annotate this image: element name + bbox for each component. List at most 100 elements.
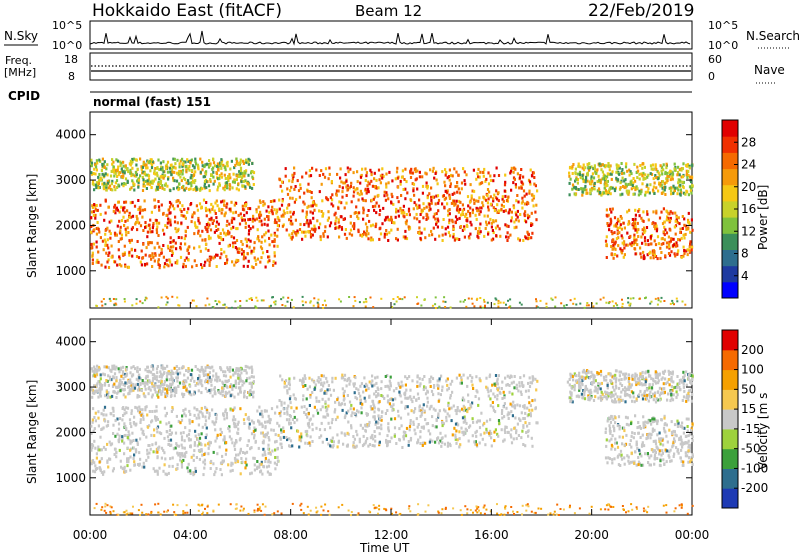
velocity-cell	[418, 397, 420, 400]
power-cell	[614, 216, 616, 219]
velocity-cell	[248, 416, 250, 419]
velocity-cell	[353, 441, 355, 444]
power-cell	[682, 227, 684, 230]
velocity-cell	[189, 413, 191, 416]
power-cell	[458, 174, 460, 177]
power-cell	[160, 182, 162, 185]
velocity-cell	[290, 426, 292, 429]
power-cell	[479, 223, 481, 226]
power-cell	[454, 185, 456, 188]
power-cell	[636, 243, 638, 246]
power-cell	[184, 243, 186, 246]
velocity-cell	[311, 391, 313, 394]
velocity-cell	[344, 403, 346, 406]
velocity-cell	[244, 452, 246, 455]
power-cell	[624, 253, 626, 256]
velocity-cell	[513, 381, 515, 384]
power-cell	[315, 204, 317, 207]
power-cell	[666, 163, 668, 166]
power-cell	[477, 200, 479, 203]
power-cell	[421, 209, 423, 212]
velocity-cell	[254, 429, 256, 432]
velocity-cell	[361, 411, 363, 414]
power-cell	[598, 175, 600, 178]
velocity-cell	[246, 451, 248, 454]
velocity-cell	[387, 422, 389, 425]
power-cell	[226, 258, 228, 261]
power-cell	[433, 177, 435, 180]
power-cell	[662, 168, 664, 171]
velocity-cell	[123, 452, 125, 455]
power-cell	[666, 175, 668, 178]
power-cell	[681, 181, 683, 184]
power-cell	[246, 240, 248, 243]
velocity-cell	[365, 389, 367, 392]
date-label: 22/Feb/2019	[588, 1, 694, 21]
power-cell	[133, 189, 135, 192]
power-cell	[464, 236, 466, 239]
velocity-cell	[326, 413, 328, 416]
power-cell	[497, 302, 499, 304]
velocity-cell	[234, 457, 236, 460]
power-cell	[509, 298, 511, 300]
velocity-cell	[398, 438, 400, 441]
velocity-cell	[489, 418, 491, 421]
power-cell	[372, 238, 374, 241]
power-cell	[663, 226, 665, 229]
velocity-cell	[172, 465, 174, 468]
velocity-cell	[270, 418, 272, 421]
power-cell	[125, 233, 127, 236]
freq-unit-label: [MHz]	[4, 66, 36, 79]
power-cell	[163, 188, 165, 191]
power-cell	[672, 302, 674, 304]
velocity-cell	[153, 450, 155, 453]
power-cell	[94, 173, 96, 176]
y-tick-label: 2000	[55, 218, 86, 232]
power-cell	[118, 220, 120, 223]
velocity-cell	[519, 419, 521, 422]
velocity-cell	[368, 395, 370, 398]
power-cell	[199, 234, 201, 237]
power-cell	[220, 162, 222, 165]
power-cell	[144, 299, 146, 301]
power-cell	[209, 218, 211, 221]
power-cell	[404, 168, 406, 171]
power-cell	[185, 265, 187, 268]
power-cell	[496, 167, 498, 170]
power-cell	[652, 210, 654, 213]
power-cell	[657, 297, 659, 299]
power-cell	[312, 201, 314, 204]
power-cell	[230, 201, 232, 204]
power-cell	[110, 220, 112, 223]
power-cell	[418, 206, 420, 209]
velocity-cell	[140, 418, 142, 421]
velocity-cell	[404, 407, 406, 410]
power-cell	[246, 211, 248, 214]
velocity-cell	[387, 394, 389, 397]
power-cell	[287, 193, 289, 196]
power-cell	[664, 193, 666, 196]
velocity-cell	[510, 403, 512, 406]
velocity-cell	[529, 385, 531, 388]
power-cell	[456, 191, 458, 194]
power-cell	[441, 202, 443, 205]
power-cell	[137, 221, 139, 224]
power-cell	[691, 218, 693, 221]
velocity-cell	[243, 418, 245, 421]
power-cell	[437, 182, 439, 185]
velocity-cell	[155, 442, 157, 445]
power-cell	[237, 259, 239, 262]
power-cell	[484, 301, 486, 303]
velocity-cell	[512, 414, 514, 417]
power-cell	[591, 175, 593, 178]
power-cell	[684, 193, 686, 196]
velocity-cell	[198, 433, 200, 436]
power-cell	[627, 302, 629, 304]
power-cell	[686, 176, 688, 179]
velocity-cell	[427, 422, 429, 425]
power-cell	[226, 162, 228, 165]
velocity-cell	[184, 447, 186, 450]
power-cell	[132, 215, 134, 218]
power-cell	[428, 203, 430, 206]
velocity-cell	[674, 423, 676, 426]
